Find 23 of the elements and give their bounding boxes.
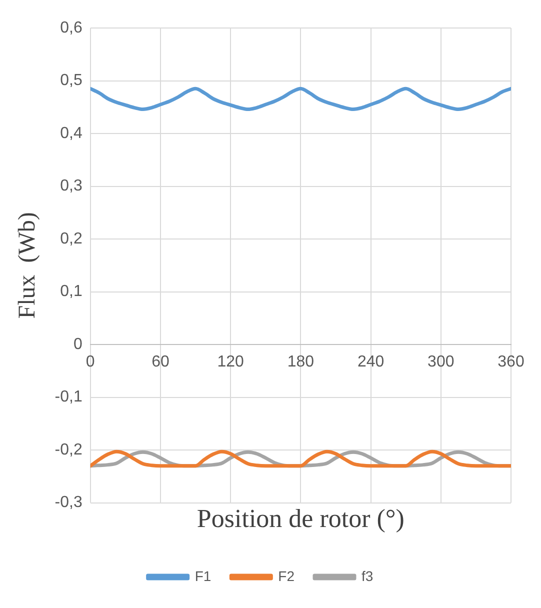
x-tick-label: 300 (428, 354, 454, 371)
x-axis-title: Position de rotor (°) (196, 504, 404, 534)
x-tick-label: 240 (357, 354, 384, 371)
y-axis-title: Flux (Wb) (14, 212, 41, 319)
legend-label: F2 (278, 568, 295, 584)
y-tick-label: 0,6 (60, 19, 82, 36)
legend-label: F1 (194, 568, 212, 584)
y-tick-label: 0,2 (60, 230, 82, 248)
x-tick-label: 360 (498, 354, 524, 371)
legend-label: f3 (362, 568, 374, 584)
x-tick-label: 120 (217, 354, 244, 371)
y-tick-label: 0,4 (60, 124, 82, 142)
y-tick-label: 0,1 (60, 283, 82, 300)
x-tick-label: 0 (86, 354, 95, 371)
y-tick-label: -0,1 (54, 388, 82, 406)
y-tick-label: 0,5 (60, 72, 82, 90)
line-series (90, 86, 511, 111)
x-tick-label: 180 (287, 354, 314, 371)
y-tick-label: 0 (73, 336, 82, 353)
y-tick-label: -0,2 (54, 441, 82, 458)
x-tick-label: 60 (152, 354, 170, 371)
y-tick-label: 0,3 (60, 178, 82, 195)
y-tick-label: -0,3 (54, 494, 82, 512)
